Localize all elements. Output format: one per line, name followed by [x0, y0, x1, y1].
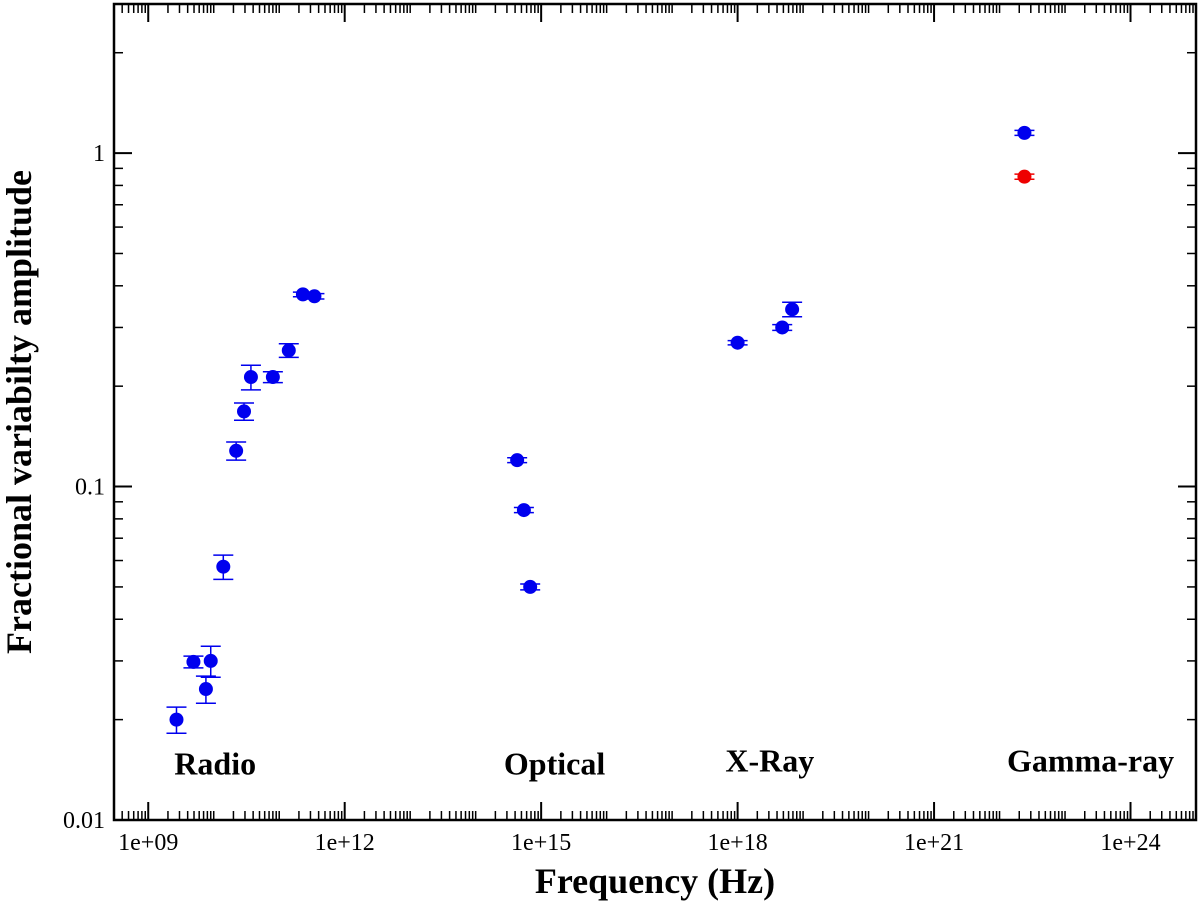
region-labels: Radio Optical X-Ray Gamma-ray [174, 742, 1174, 781]
data-point [213, 554, 234, 581]
data-point [513, 503, 534, 518]
y-axis-title: Fractional variabilty amplitude [0, 170, 39, 654]
point-marker [516, 503, 531, 518]
data-points [166, 125, 1035, 735]
point-marker [307, 289, 322, 304]
point-marker [203, 653, 218, 668]
data-point [278, 343, 299, 359]
point-marker [216, 559, 231, 574]
y-tick-label: 0.01 [63, 808, 105, 834]
region-label: Optical [504, 745, 605, 781]
point-marker [198, 682, 213, 697]
point-marker [243, 370, 258, 385]
data-point [782, 301, 803, 318]
point-marker [237, 404, 252, 419]
axis-ticks [113, 4, 1197, 821]
x-tick-label: 1e+12 [315, 830, 375, 856]
plot-frame [112, 2, 1198, 822]
data-point [234, 402, 255, 422]
point-marker [186, 654, 201, 669]
x-tick-label: 1e+21 [904, 830, 964, 856]
point-marker [281, 343, 296, 358]
point-marker [730, 335, 745, 350]
y-tick-label: 1 [93, 141, 105, 167]
region-label: Gamma-ray [1007, 742, 1174, 778]
point-marker [295, 287, 310, 302]
data-point [304, 289, 325, 304]
data-point [200, 645, 221, 678]
data-point [727, 335, 748, 350]
data-point [195, 675, 216, 704]
region-label: Radio [174, 745, 256, 781]
point-marker [775, 320, 790, 335]
data-point [520, 579, 541, 594]
data-point [240, 364, 261, 391]
point-marker [510, 453, 525, 468]
data-point [507, 453, 528, 468]
region-label: X-Ray [725, 742, 814, 778]
point-marker [169, 712, 184, 727]
point-marker [265, 370, 280, 385]
data-point [166, 706, 187, 735]
data-point [1014, 125, 1035, 140]
data-point [1014, 169, 1035, 184]
point-marker [523, 579, 538, 594]
x-tick-label: 1e+24 [1100, 830, 1160, 856]
point-marker [785, 302, 800, 317]
data-point [226, 441, 247, 461]
x-axis-title: Frequency (Hz) [535, 861, 775, 901]
y-tick-label: 0.1 [75, 475, 105, 501]
data-point [772, 320, 793, 335]
data-point [183, 654, 204, 669]
tick-labels: 1e+09 1e+12 1e+15 1e+18 1e+21 1e+24 0.01 0.1 1 [63, 141, 1161, 856]
point-marker [1017, 125, 1032, 140]
x-tick-label: 1e+15 [511, 830, 571, 856]
x-tick-label: 1e+18 [708, 830, 768, 856]
point-marker [1017, 169, 1032, 184]
x-tick-label: 1e+09 [118, 830, 178, 856]
point-marker [229, 443, 244, 458]
data-point [262, 370, 283, 385]
